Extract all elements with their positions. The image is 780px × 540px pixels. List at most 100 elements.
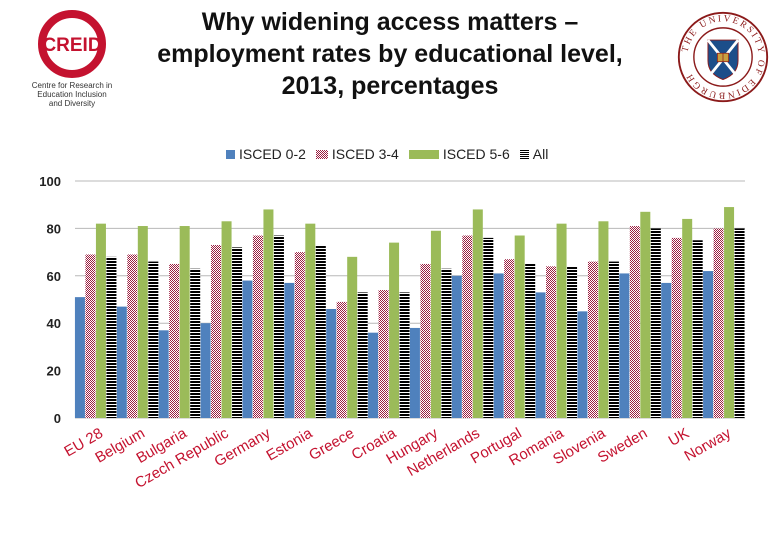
bar-isced02-15 — [703, 271, 714, 418]
title-line-1: Why widening access matters – — [201, 8, 579, 36]
bar-all-7 — [399, 292, 410, 418]
bar-all-12 — [608, 261, 619, 418]
bar-isced56-9 — [472, 209, 483, 418]
page-title: Why widening access matters – employment… — [120, 6, 660, 102]
bar-isced02-10 — [493, 273, 504, 418]
creid-logo: CREID Centre for Research in Education I… — [32, 10, 112, 108]
x-tick-label-5: Estonia — [263, 424, 315, 464]
bar-all-14 — [692, 240, 703, 418]
y-tick-label-40: 40 — [47, 316, 61, 331]
title-line-2: employment rates by educational level, — [157, 40, 623, 68]
bar-all-3 — [232, 247, 243, 418]
chart-legend: ISCED 0-2 ISCED 3-4 ISCED 5-6 — [226, 144, 558, 164]
bar-isced02-4 — [242, 280, 253, 418]
bar-isced56-15 — [724, 207, 735, 418]
bar-all-0 — [106, 256, 117, 418]
bar-isced02-1 — [116, 306, 127, 418]
bar-all-13 — [650, 228, 661, 418]
bar-isced02-14 — [661, 282, 672, 418]
bar-isced56-3 — [221, 221, 232, 418]
bar-isced34-3 — [211, 244, 222, 418]
bar-isced34-1 — [127, 254, 138, 418]
bar-isced56-0 — [95, 223, 106, 418]
y-tick-label-100: 100 — [39, 174, 61, 189]
y-tick-label-20: 20 — [47, 364, 61, 379]
bar-all-2 — [190, 268, 201, 418]
bar-isced56-7 — [389, 242, 400, 418]
y-axis-tick-labels: 0 20 40 60 80 100 — [39, 174, 61, 426]
bar-isced34-11 — [546, 266, 557, 418]
bar-isced34-8 — [420, 263, 431, 418]
creid-caption-line-3: and Diversity — [49, 99, 95, 108]
bar-isced34-2 — [169, 263, 180, 418]
bar-isced02-2 — [158, 330, 169, 418]
legend-label-isced02: ISCED 0-2 — [239, 146, 306, 162]
bar-isced02-5 — [284, 282, 295, 418]
bar-isced34-4 — [252, 235, 263, 418]
bar-isced34-0 — [85, 254, 96, 418]
bar-isced02-8 — [409, 327, 420, 418]
legend-item-isced56: ISCED 5-6 — [408, 146, 510, 162]
bar-all-9 — [483, 237, 494, 418]
university-of-edinburgh-seal: THE UNIVERSITY OF EDINBURGH — [677, 11, 769, 103]
creid-caption-line-1: Centre for Research in — [32, 81, 112, 90]
bar-isced56-1 — [137, 226, 148, 418]
bar-isced02-6 — [326, 308, 337, 418]
bar-isced56-5 — [305, 223, 316, 418]
legend-item-isced02: ISCED 0-2 — [226, 146, 306, 162]
legend-label-isced56: ISCED 5-6 — [442, 146, 510, 162]
bar-isced34-14 — [671, 237, 682, 418]
bar-isced02-7 — [368, 332, 379, 418]
bar-isced56-12 — [598, 221, 609, 418]
bar-isced34-5 — [294, 252, 305, 418]
bar-all-11 — [567, 266, 578, 418]
bar-isced56-11 — [556, 223, 567, 418]
bar-isced02-11 — [535, 292, 546, 418]
creid-logo-text: CREID — [42, 35, 101, 56]
legend-label-all: All — [532, 146, 549, 162]
bar-isced56-13 — [640, 211, 651, 418]
creid-caption-line-2: Education Inclusion — [37, 90, 106, 99]
bar-all-5 — [315, 244, 326, 418]
bar-isced02-13 — [619, 273, 630, 418]
seal-shield-icon — [706, 39, 740, 81]
chart-bars — [74, 207, 745, 418]
bar-all-15 — [734, 228, 745, 418]
bar-all-1 — [148, 261, 159, 418]
title-line-3: 2013, percentages — [281, 72, 499, 100]
x-tick-label-15: Norway — [682, 424, 735, 464]
bar-all-4 — [273, 235, 284, 418]
bar-all-6 — [357, 292, 368, 418]
bar-isced02-9 — [451, 275, 462, 418]
bar-isced02-3 — [200, 323, 211, 418]
legend-swatch-isced02 — [226, 149, 235, 159]
legend-item-isced34: ISCED 3-4 — [315, 146, 399, 162]
bar-isced34-7 — [378, 290, 389, 418]
y-tick-label-0: 0 — [54, 411, 61, 426]
bar-isced34-13 — [629, 226, 640, 418]
creid-logo-ring — [38, 10, 106, 78]
legend-swatch-isced34 — [315, 149, 328, 159]
bar-isced02-12 — [577, 311, 588, 418]
bar-isced56-2 — [179, 226, 190, 418]
bar-all-8 — [441, 268, 452, 418]
bar-isced56-4 — [263, 209, 274, 418]
bar-isced34-10 — [504, 259, 515, 418]
y-tick-label-60: 60 — [47, 269, 61, 284]
bar-isced34-15 — [713, 228, 724, 418]
bar-isced34-6 — [336, 301, 347, 418]
legend-swatch-isced56 — [408, 149, 439, 159]
legend-swatch-all — [519, 149, 529, 159]
bar-isced56-10 — [514, 235, 525, 418]
y-tick-label-80: 80 — [47, 221, 61, 236]
bar-isced56-6 — [347, 256, 358, 418]
legend-item-all: All — [519, 146, 549, 162]
bar-isced56-14 — [682, 218, 693, 418]
bar-isced34-9 — [462, 235, 473, 418]
bar-isced56-8 — [430, 230, 441, 418]
legend-label-isced34: ISCED 3-4 — [331, 146, 399, 162]
bar-all-10 — [525, 263, 536, 418]
x-tick-label-6: Greece — [306, 425, 357, 464]
